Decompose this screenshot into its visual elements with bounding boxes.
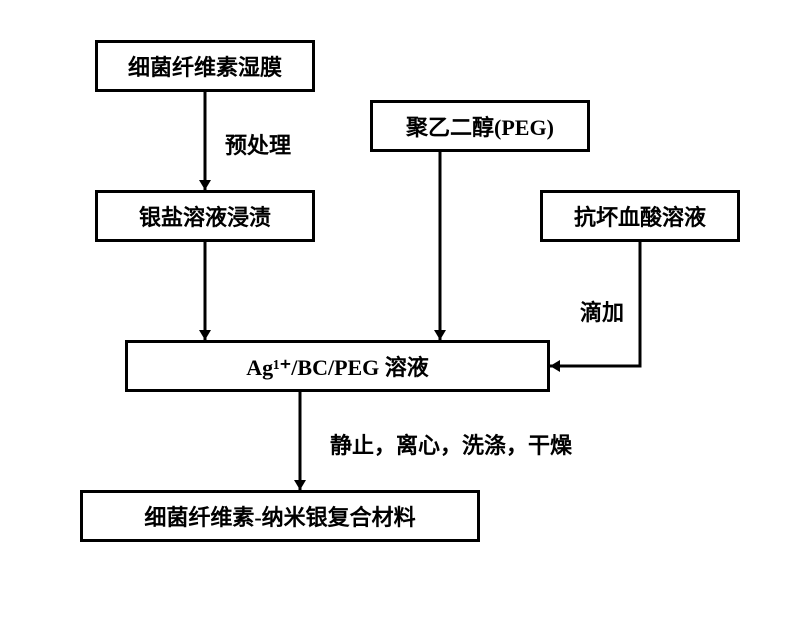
edge-1-arrow xyxy=(199,330,211,340)
node-silver-text: 银盐溶液浸渍 xyxy=(139,200,271,232)
edge-4-arrow xyxy=(294,480,306,490)
node-product: 细菌纤维素-纳米银复合材料 xyxy=(80,490,480,542)
node-ascorbic: 抗坏血酸溶液 xyxy=(540,190,740,242)
edge-4-label: 静止，离心，洗涤，干燥 xyxy=(330,428,572,460)
edge-0-arrow xyxy=(199,180,211,190)
node-bc-wet-text: 细菌纤维素湿膜 xyxy=(128,50,282,82)
node-mix-text: Ag¹⁺/BC/PEG 溶液 xyxy=(246,350,429,382)
node-bc-wet: 细菌纤维素湿膜 xyxy=(95,40,315,92)
edge-3-label: 滴加 xyxy=(580,295,624,327)
node-mix: Ag¹⁺/BC/PEG 溶液 xyxy=(125,340,550,392)
edge-3-arrow xyxy=(550,360,560,372)
edge-0-label: 预处理 xyxy=(225,128,291,160)
node-product-text: 细菌纤维素-纳米银复合材料 xyxy=(144,500,415,532)
node-silver: 银盐溶液浸渍 xyxy=(95,190,315,242)
node-peg-text: 聚乙二醇(PEG) xyxy=(406,110,554,142)
node-ascorbic-text: 抗坏血酸溶液 xyxy=(574,200,706,232)
node-peg: 聚乙二醇(PEG) xyxy=(370,100,590,152)
edge-2-arrow xyxy=(434,330,446,340)
